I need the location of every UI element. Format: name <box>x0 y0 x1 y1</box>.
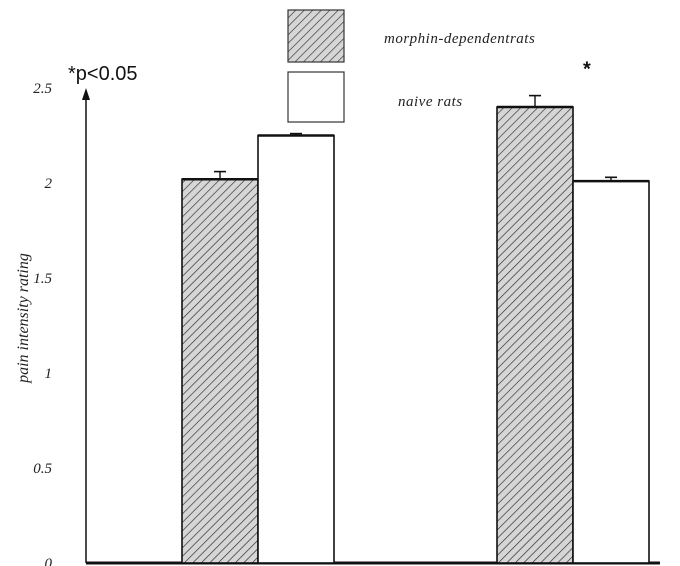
significance-marks: * <box>583 59 591 81</box>
y-tick-label: 0 <box>45 556 53 566</box>
significance-star: * <box>583 59 591 81</box>
significance-note: *p<0.05 <box>68 63 138 85</box>
legend-swatch-naive <box>287 71 345 123</box>
y-axis-label: pain intensity rating <box>15 253 32 384</box>
y-tick-label: 0.5 <box>33 461 52 477</box>
legend-swatch-morphin <box>287 9 345 63</box>
legend-label-naive: naive rats <box>398 94 463 110</box>
y-tick-label: 2.5 <box>33 81 52 97</box>
legend-label-morphin: morphin-dependentrats <box>384 31 535 47</box>
error-bars <box>214 94 617 182</box>
bar <box>496 106 574 564</box>
bar <box>572 180 650 564</box>
bars <box>181 105 650 564</box>
y-ticks: 0 0.5 1 1.5 2 2.5 3 <box>33 0 52 566</box>
y-tick-label: 1 <box>45 366 53 382</box>
bar <box>181 178 259 564</box>
y-tick-label: 2 <box>45 176 53 192</box>
bar <box>257 134 335 564</box>
y-tick-label: 3 <box>44 0 53 2</box>
y-tick-label: 1.5 <box>33 271 52 287</box>
legend: morphin-dependentrats naive rats <box>287 9 535 123</box>
y-axis-arrow <box>82 88 90 100</box>
